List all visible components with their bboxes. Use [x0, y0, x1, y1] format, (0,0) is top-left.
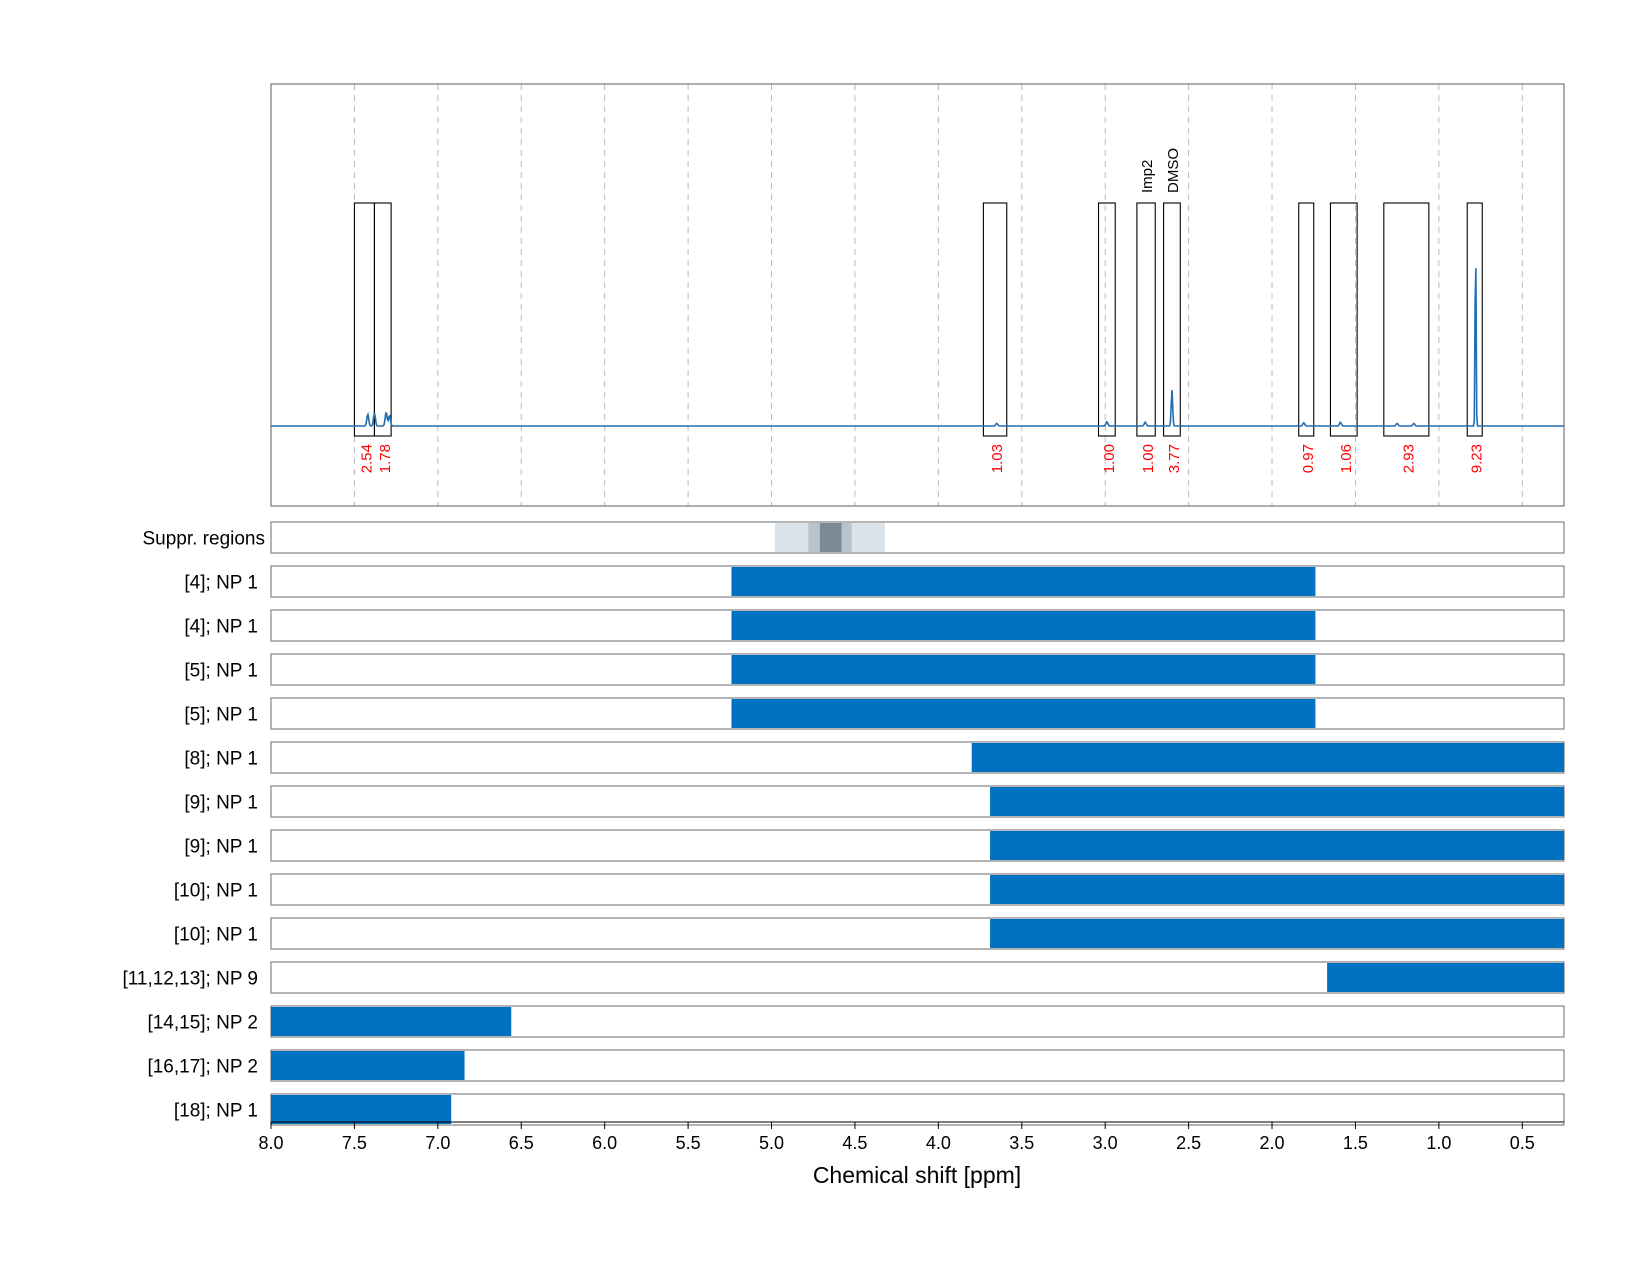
- integral-value: 9.23: [1469, 444, 1486, 473]
- integral-box: [353, 202, 375, 437]
- assignment-bar: [731, 611, 1316, 640]
- x-tick-label: 5.0: [759, 1133, 784, 1153]
- integral-value: 1.78: [377, 444, 394, 473]
- integral-box: [1466, 202, 1483, 437]
- integral-box: [1383, 202, 1430, 437]
- assignment-bar: [271, 1051, 465, 1080]
- x-tick-label: 3.0: [1093, 1133, 1118, 1153]
- suppr-regions-label: Suppr. regions: [142, 529, 265, 550]
- x-tick-label: 5.5: [676, 1133, 701, 1153]
- x-tick-label: 7.5: [342, 1133, 367, 1153]
- row-label: [18]; NP 1: [174, 1101, 258, 1122]
- row-label: [5]; NP 1: [184, 661, 258, 682]
- integral-box: [1097, 202, 1116, 437]
- row-label: [14,15]; NP 2: [147, 1013, 258, 1034]
- x-axis-label: Chemical shift [ppm]: [813, 1162, 1021, 1188]
- row-frame: [270, 1093, 1565, 1126]
- row-frame: [270, 1049, 1565, 1082]
- grid-lines: [270, 84, 1523, 506]
- assignment-bar: [990, 787, 1564, 816]
- suppr-regions-frame: [270, 521, 1565, 554]
- assignment-bar: [731, 655, 1316, 684]
- row-label: [10]; NP 1: [174, 881, 258, 902]
- assignment-bar: [1327, 963, 1564, 992]
- row-label: [11,12,13]; NP 9: [122, 969, 258, 990]
- integral-box: [1298, 202, 1315, 437]
- integral-value: 1.03: [989, 444, 1006, 473]
- row-label: [10]; NP 1: [174, 925, 258, 946]
- integral-regions: 2.54 1.78 1.03 1.00 1.00 Imp2 3.77 DMSO 0.97 1.06…: [353, 148, 1486, 473]
- integral-box: [982, 202, 1008, 437]
- x-tick-label: 2.0: [1260, 1133, 1285, 1153]
- integral-value: 1.06: [1338, 444, 1355, 473]
- integral-box: [1329, 202, 1358, 437]
- x-tick-label: 4.0: [926, 1133, 951, 1153]
- x-tick-label: 1.5: [1343, 1133, 1368, 1153]
- row-label: [8]; NP 1: [184, 749, 258, 770]
- integral-value: 3.77: [1166, 444, 1183, 473]
- x-tick-label: 2.5: [1176, 1133, 1201, 1153]
- assignment-bar: [731, 567, 1316, 596]
- x-tick-label: 7.0: [425, 1133, 450, 1153]
- integral-box: [1136, 202, 1156, 437]
- integral-value: 1.00: [1101, 444, 1118, 473]
- row-label: [5]; NP 1: [184, 705, 258, 726]
- x-tick-label: 6.5: [509, 1133, 534, 1153]
- assignment-bar: [731, 699, 1316, 728]
- x-tick-label: 4.5: [842, 1133, 867, 1153]
- x-tick-label: 3.5: [1009, 1133, 1034, 1153]
- assignment-bar: [271, 1095, 452, 1124]
- integral-value: 2.93: [1400, 444, 1417, 473]
- integral-value: 2.54: [358, 444, 375, 473]
- peak-annotation: DMSO: [1165, 148, 1182, 193]
- x-tick-label: 6.0: [592, 1133, 617, 1153]
- x-tick-label: 8.0: [258, 1133, 283, 1153]
- row-label: [9]; NP 1: [184, 793, 258, 814]
- x-axis: 8.0 7.5 7.0 6.5 6.0 5.5 5.0 4.5 4.0 3.5 3.0 2.5 2.0 1…: [258, 1121, 1564, 1153]
- assignment-bar: [971, 743, 1564, 772]
- assignment-bar: [990, 875, 1564, 904]
- integral-value: 1.00: [1140, 444, 1157, 473]
- integral-value: 0.97: [1300, 444, 1317, 473]
- integral-box: [1163, 202, 1181, 437]
- assignment-bar: [271, 1007, 512, 1036]
- row-label: [9]; NP 1: [184, 837, 258, 858]
- assignment-rows: Suppr. regions [4]; NP 1 [4]; NP 1 [5]; NP …: [122, 521, 1565, 1126]
- spectrum-frame: [270, 83, 1565, 507]
- peak-annotation: Imp2: [1139, 160, 1156, 193]
- row-label: [4]; NP 1: [184, 573, 258, 594]
- integral-box: [373, 202, 392, 437]
- spectrum-line: [271, 268, 1564, 427]
- row-label: [16,17]; NP 2: [147, 1057, 258, 1078]
- x-tick-label: 0.5: [1510, 1133, 1535, 1153]
- suppr-region-band: [819, 523, 842, 552]
- assignment-bar: [990, 831, 1564, 860]
- assignment-bar: [990, 919, 1564, 948]
- row-label: [4]; NP 1: [184, 617, 258, 638]
- x-tick-label: 1.0: [1426, 1133, 1451, 1153]
